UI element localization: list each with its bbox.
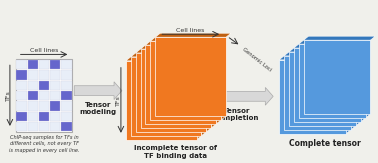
Bar — [50, 81, 60, 90]
Bar — [279, 60, 346, 134]
Bar — [136, 53, 206, 132]
Bar — [28, 91, 38, 100]
Text: Incomplete tensor of
TF binding data: Incomplete tensor of TF binding data — [135, 145, 217, 159]
Bar — [155, 37, 226, 116]
Polygon shape — [366, 40, 370, 118]
Bar — [284, 56, 351, 130]
Bar — [299, 44, 366, 118]
Bar — [50, 60, 60, 69]
Bar — [28, 60, 38, 69]
Bar — [16, 101, 26, 111]
Polygon shape — [289, 48, 361, 52]
Bar — [39, 60, 49, 69]
Polygon shape — [131, 53, 206, 57]
Bar — [39, 91, 49, 100]
Bar — [294, 48, 361, 122]
Bar — [50, 91, 60, 100]
Polygon shape — [146, 41, 221, 45]
Polygon shape — [356, 48, 361, 126]
Bar — [16, 122, 26, 131]
Polygon shape — [351, 52, 356, 130]
Bar — [126, 61, 197, 140]
Bar — [28, 122, 38, 131]
Polygon shape — [221, 37, 226, 120]
Polygon shape — [126, 57, 201, 61]
Bar — [50, 122, 60, 131]
Bar — [62, 60, 72, 69]
Bar — [62, 122, 72, 131]
Text: Cell lines: Cell lines — [177, 28, 205, 33]
Text: Cell lines: Cell lines — [30, 48, 58, 53]
Text: ChIP-seq samples for TFs in
different cells, not every TF
is mapped in every cel: ChIP-seq samples for TFs in different ce… — [9, 135, 79, 153]
Bar — [16, 81, 26, 90]
Text: Genomic Loci: Genomic Loci — [242, 47, 273, 73]
Bar — [28, 112, 38, 121]
Bar — [28, 81, 38, 90]
Polygon shape — [200, 88, 273, 105]
Bar — [62, 70, 72, 80]
Polygon shape — [211, 45, 216, 128]
Bar — [16, 59, 72, 132]
Bar — [16, 112, 26, 121]
Polygon shape — [141, 45, 216, 49]
Bar — [39, 81, 49, 90]
Polygon shape — [299, 40, 370, 44]
Bar — [62, 81, 72, 90]
Polygon shape — [136, 49, 211, 53]
Polygon shape — [74, 82, 122, 100]
Polygon shape — [361, 44, 366, 122]
Polygon shape — [304, 36, 375, 40]
Polygon shape — [155, 33, 231, 37]
Bar — [16, 70, 26, 80]
Polygon shape — [216, 41, 221, 124]
Bar — [16, 91, 26, 100]
Polygon shape — [197, 57, 201, 140]
Bar — [141, 49, 211, 128]
Text: TFs: TFs — [116, 95, 121, 106]
Bar — [62, 101, 72, 111]
Bar — [16, 60, 26, 69]
Polygon shape — [294, 44, 366, 48]
Bar — [50, 70, 60, 80]
Text: TFs: TFs — [6, 90, 11, 101]
Bar — [50, 101, 60, 111]
Bar — [62, 91, 72, 100]
Bar — [146, 45, 216, 124]
Text: Complete tensor: Complete tensor — [289, 139, 361, 148]
Polygon shape — [279, 56, 351, 60]
Bar — [28, 101, 38, 111]
Polygon shape — [284, 52, 356, 56]
Bar — [304, 40, 370, 114]
Bar — [28, 70, 38, 80]
Bar — [289, 52, 356, 126]
Polygon shape — [201, 53, 206, 136]
Polygon shape — [150, 37, 226, 41]
Bar — [131, 57, 201, 136]
Bar — [39, 122, 49, 131]
Bar — [39, 101, 49, 111]
Bar — [39, 70, 49, 80]
Text: Tensor
modeling: Tensor modeling — [79, 103, 117, 116]
Bar — [50, 112, 60, 121]
Bar — [62, 112, 72, 121]
Bar — [39, 112, 49, 121]
Bar — [150, 41, 221, 120]
Text: Tensor
completion: Tensor completion — [215, 108, 259, 121]
Polygon shape — [346, 56, 351, 134]
Polygon shape — [206, 49, 211, 132]
